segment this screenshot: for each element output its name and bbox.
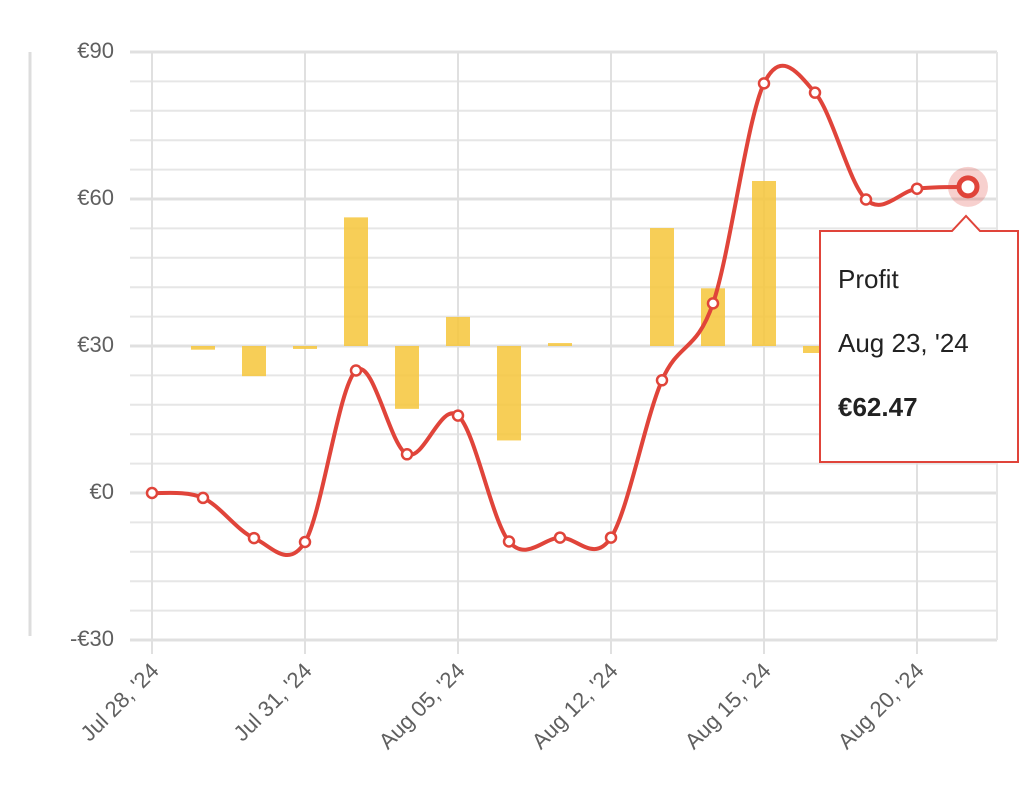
point xyxy=(247,531,261,545)
y-tick-label: €90 xyxy=(77,38,114,63)
y-tick-label: -€30 xyxy=(70,626,114,651)
tooltip-series: Profit xyxy=(838,264,899,294)
bar xyxy=(548,343,572,346)
x-tick-label: Jul 28, '24 xyxy=(76,658,164,746)
point xyxy=(451,409,465,422)
tooltip-box xyxy=(819,214,1019,463)
bar xyxy=(803,346,827,353)
tooltip-value: €62.47 xyxy=(838,392,918,422)
point xyxy=(604,531,618,544)
x-tick-label: Aug 12, '24 xyxy=(527,658,623,754)
bar xyxy=(242,346,266,377)
point xyxy=(655,374,669,387)
y-tick-label: €0 xyxy=(90,479,114,504)
y-tick-label: €30 xyxy=(77,332,114,357)
tooltip: Profit Aug 23, '24 €62.47 xyxy=(819,214,1019,463)
bar xyxy=(191,346,215,350)
point xyxy=(808,86,822,99)
bar xyxy=(446,316,470,346)
point xyxy=(298,535,312,549)
bar xyxy=(293,346,317,349)
bar xyxy=(650,228,674,346)
point xyxy=(196,491,210,505)
point xyxy=(400,448,414,461)
tooltip-date: Aug 23, '24 xyxy=(838,328,969,358)
point xyxy=(706,297,720,310)
point xyxy=(145,486,159,500)
bar xyxy=(395,346,419,409)
x-tick-label: Aug 05, '24 xyxy=(374,658,470,754)
bar xyxy=(752,180,776,346)
x-tick-label: Aug 15, '24 xyxy=(680,658,776,754)
point xyxy=(502,535,516,548)
point-active xyxy=(956,175,980,199)
point xyxy=(553,531,567,544)
point xyxy=(910,182,924,195)
bar xyxy=(497,346,521,441)
x-tick-label: Aug 20, '24 xyxy=(833,658,929,754)
point xyxy=(757,77,771,90)
point xyxy=(349,364,363,377)
y-tick-label: €60 xyxy=(77,185,114,210)
x-tick-label: Jul 31, '24 xyxy=(229,658,317,746)
bar xyxy=(344,217,368,346)
point xyxy=(859,193,873,206)
